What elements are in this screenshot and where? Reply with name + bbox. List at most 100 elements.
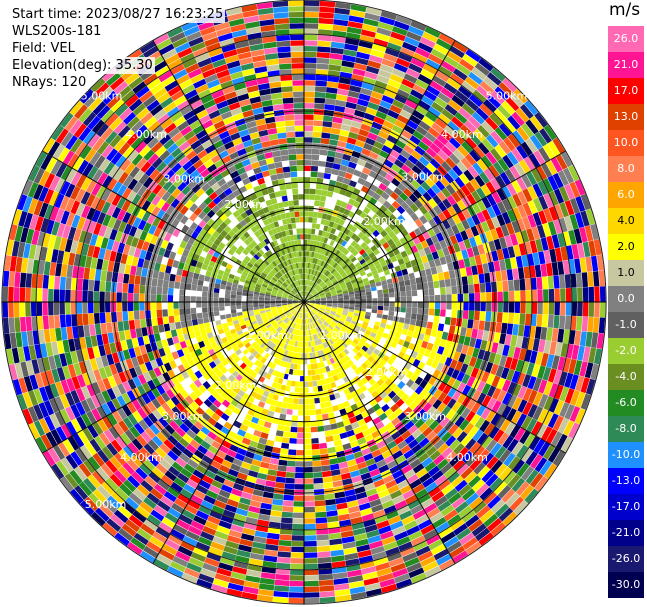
velocity-gate	[559, 274, 566, 289]
velocity-gate	[307, 293, 312, 298]
velocity-gate	[174, 315, 181, 323]
velocity-gate	[324, 290, 331, 294]
velocity-gate	[304, 296, 306, 302]
velocity-gate	[308, 257, 311, 263]
velocity-gate	[426, 274, 433, 283]
velocity-gate	[309, 302, 315, 305]
velocity-gate	[314, 97, 326, 104]
velocity-gate	[552, 172, 564, 189]
velocity-gate	[304, 211, 309, 217]
velocity-gate	[343, 302, 350, 305]
velocity-gate	[484, 321, 491, 332]
velocity-gate	[356, 245, 363, 253]
velocity-gate	[515, 255, 523, 268]
velocity-gate	[497, 158, 509, 172]
velocity-gate	[447, 206, 457, 217]
velocity-gate	[543, 340, 552, 354]
velocity-gate	[320, 218, 326, 225]
velocity-gate	[537, 289, 543, 302]
velocity-gate	[176, 268, 183, 276]
velocity-gate	[468, 236, 477, 248]
velocity-gate	[304, 501, 315, 507]
velocity-gate	[304, 523, 316, 530]
velocity-gate	[333, 19, 349, 27]
velocity-gate	[364, 237, 372, 245]
velocity-gate	[289, 586, 304, 593]
velocity-gate	[162, 287, 168, 295]
velocity-gate	[475, 107, 489, 121]
velocity-gate	[296, 370, 301, 376]
velocity-gate	[321, 213, 328, 220]
velocity-gate	[273, 591, 289, 598]
velocity-gate	[162, 309, 168, 317]
velocity-gate	[311, 148, 320, 155]
velocity-gate	[472, 274, 480, 284]
velocity-gate	[331, 555, 345, 563]
velocity-gate	[364, 284, 371, 289]
velocity-gate	[59, 276, 66, 290]
velocity-gate	[379, 204, 388, 213]
velocity-gate	[341, 240, 348, 247]
velocity-gate	[290, 380, 296, 387]
velocity-gate	[444, 316, 451, 325]
velocity-gate	[438, 113, 451, 125]
velocity-gate	[308, 295, 314, 299]
velocity-gate	[334, 152, 344, 159]
velocity-gate	[157, 317, 164, 326]
velocity-gate	[388, 230, 396, 239]
velocity-gate	[317, 212, 323, 219]
velocity-gate	[230, 302, 236, 306]
velocity-gate	[308, 280, 311, 286]
velocity-gate	[452, 213, 461, 225]
velocity-gate	[294, 478, 304, 484]
velocity-gate	[348, 288, 354, 293]
velocity-gate	[179, 302, 185, 309]
velocity-gate	[304, 410, 310, 416]
velocity-gate	[358, 93, 371, 102]
velocity-gate	[365, 222, 373, 230]
velocity-gate	[323, 173, 331, 180]
velocity-gate	[55, 327, 62, 342]
velocity-gate	[197, 279, 204, 286]
velocity-gate	[347, 286, 354, 291]
velocity-gate	[282, 506, 294, 513]
velocity-gate	[560, 246, 568, 261]
velocity-gate	[582, 302, 589, 317]
velocity-gate	[360, 123, 371, 132]
velocity-gate	[508, 312, 515, 324]
velocity-gate	[337, 293, 343, 297]
velocity-gate	[304, 40, 318, 46]
velocity-gate	[25, 273, 32, 288]
velocity-gate	[428, 218, 437, 228]
velocity-gate	[464, 76, 480, 90]
velocity-gate	[317, 425, 325, 432]
velocity-gate	[124, 329, 132, 340]
velocity-gate	[293, 398, 299, 404]
velocity-gate	[314, 295, 320, 298]
velocity-gate	[497, 302, 503, 313]
velocity-gate	[320, 306, 326, 309]
velocity-gate	[307, 370, 312, 376]
velocity-gate	[432, 194, 442, 205]
velocity-gate	[465, 98, 479, 112]
velocity-gate	[400, 291, 406, 297]
velocity-gate	[562, 329, 570, 344]
velocity-gate	[304, 592, 320, 598]
velocity-gate	[376, 313, 383, 319]
velocity-gate	[359, 34, 375, 44]
velocity-gate	[491, 191, 502, 204]
velocity-gate	[253, 296, 259, 300]
velocity-gate	[83, 267, 91, 280]
velocity-gate	[315, 271, 320, 277]
velocity-gate	[320, 282, 325, 287]
velocity-gate	[59, 289, 65, 302]
velocity-gate	[455, 232, 464, 243]
velocity-gate	[202, 286, 209, 292]
velocity-gate	[496, 312, 503, 323]
velocity-gate	[331, 168, 340, 176]
velocity-gate	[527, 214, 537, 228]
velocity-gate	[395, 253, 403, 261]
velocity-gate	[363, 318, 370, 323]
velocity-gate	[522, 216, 532, 230]
velocity-gate	[334, 105, 346, 113]
